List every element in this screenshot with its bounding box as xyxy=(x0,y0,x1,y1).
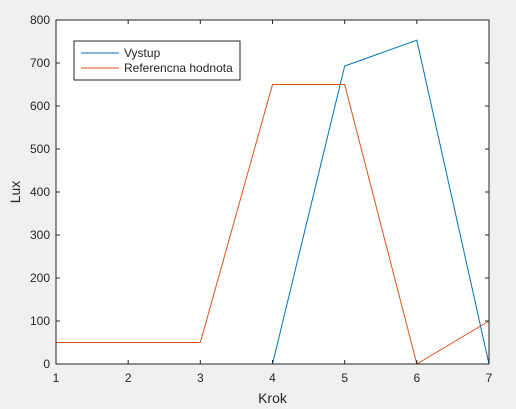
y-axis-label: Lux xyxy=(7,181,23,204)
x-tick-label: 7 xyxy=(486,371,493,385)
x-tick-label: 4 xyxy=(269,371,276,385)
legend-label-2: Referencna hodnota xyxy=(124,61,233,75)
y-tick-label: 700 xyxy=(30,56,50,70)
y-tick-label: 0 xyxy=(43,357,50,371)
y-tick-label: 100 xyxy=(30,314,50,328)
legend-label-1: Vystup xyxy=(124,46,161,60)
y-tick-label: 300 xyxy=(30,228,50,242)
legend-box xyxy=(73,40,241,81)
y-tick-label: 600 xyxy=(30,99,50,113)
y-tick-label: 400 xyxy=(30,185,50,199)
x-tick-label: 3 xyxy=(197,371,204,385)
x-tick-label: 1 xyxy=(53,371,60,385)
axes-layer: 1 2 3 4 5 6 7 0 100 200 300 400 500 600 700 800 xyxy=(30,13,493,385)
x-axis-label: Krok xyxy=(258,390,288,406)
x-tick-label: 2 xyxy=(125,371,132,385)
x-tick-label: 6 xyxy=(413,371,420,385)
y-tick-label: 800 xyxy=(30,13,50,27)
y-tick-label: 500 xyxy=(30,142,50,156)
x-tick-label: 5 xyxy=(341,371,348,385)
y-tick-label: 200 xyxy=(30,271,50,285)
